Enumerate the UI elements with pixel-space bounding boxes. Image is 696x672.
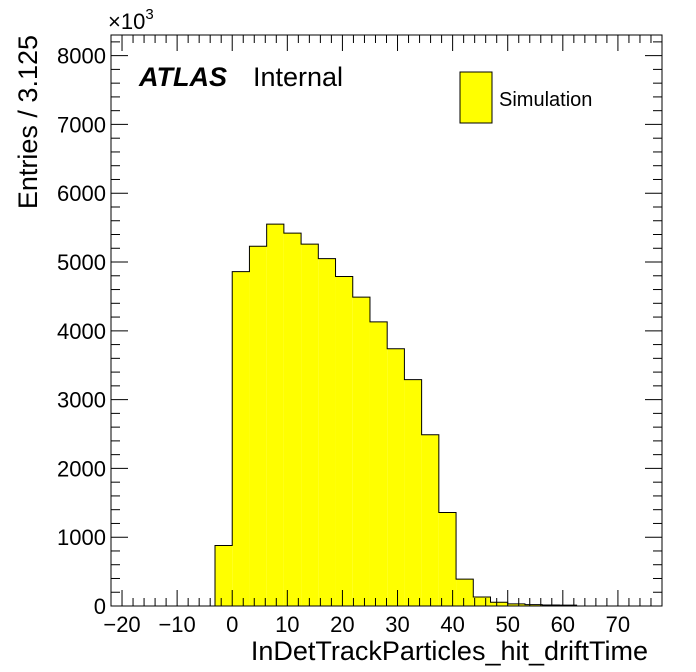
y-tick-label: 1000 — [57, 525, 106, 550]
histogram-bin — [507, 603, 525, 606]
x-tick-label: −10 — [158, 612, 195, 637]
histogram-outline — [214, 223, 578, 606]
x-tick-label: 70 — [606, 612, 630, 637]
x-tick-label: 0 — [226, 612, 238, 637]
y-tick-label: 3000 — [57, 388, 106, 413]
x-tick-label: 50 — [495, 612, 519, 637]
y-axis-ticks: 0 1000 2000 3000 4000 5000 6000 7000 8000 — [57, 41, 662, 619]
x-axis-label: InDetTrackParticles_hit_driftTime — [251, 636, 648, 666]
y-axis-label: Entries / 3.125 — [13, 35, 43, 209]
y-tick-label: 2000 — [57, 456, 106, 481]
x-axis-ticks: −20 −10 0 10 20 30 40 50 60 70 — [103, 35, 663, 637]
x-tick-label: 20 — [330, 612, 354, 637]
histogram-bin — [438, 512, 457, 606]
histogram-bin — [421, 434, 439, 606]
histogram-bin — [524, 604, 543, 606]
x-tick-label: 30 — [385, 612, 409, 637]
histogram-bin — [352, 297, 370, 606]
histogram-bin — [456, 579, 474, 606]
histogram-bin — [283, 233, 302, 606]
histogram-bin — [335, 276, 353, 606]
y-axis-multiplier-base: ×10 — [108, 9, 145, 34]
x-tick-label: 40 — [440, 612, 464, 637]
histogram-bin — [542, 604, 560, 606]
histogram-bin — [404, 379, 422, 606]
atlas-label: ATLAS — [138, 62, 227, 92]
histogram-bin — [369, 321, 388, 606]
histogram-bin — [387, 348, 405, 606]
histogram-bin — [490, 602, 508, 606]
y-axis-multiplier-exponent: 3 — [145, 6, 153, 23]
histogram-bin — [232, 271, 250, 606]
legend-swatch-simulation — [459, 71, 493, 124]
atlas-status-label: Internal — [253, 62, 343, 92]
histogram-bin — [473, 597, 491, 606]
y-tick-label: 8000 — [57, 44, 106, 69]
y-tick-label: 0 — [94, 594, 106, 619]
legend-label-simulation: Simulation — [499, 89, 592, 111]
histogram-bars — [214, 223, 578, 607]
histogram-bin — [301, 244, 319, 607]
histogram-bin — [249, 246, 267, 606]
y-axis-multiplier: ×103 — [108, 6, 154, 34]
legend: Simulation — [459, 71, 592, 124]
y-tick-label: 6000 — [57, 181, 106, 206]
plot-frame — [110, 34, 663, 607]
histogram-bin — [215, 545, 233, 606]
x-tick-label: 10 — [275, 612, 299, 637]
x-tick-label: 60 — [551, 612, 575, 637]
x-tick-label: −20 — [103, 612, 140, 637]
y-tick-label: 7000 — [57, 112, 106, 137]
histogram-bin — [266, 224, 284, 606]
y-tick-label: 5000 — [57, 250, 106, 275]
y-tick-label: 4000 — [57, 319, 106, 344]
histogram-bin — [318, 258, 336, 606]
